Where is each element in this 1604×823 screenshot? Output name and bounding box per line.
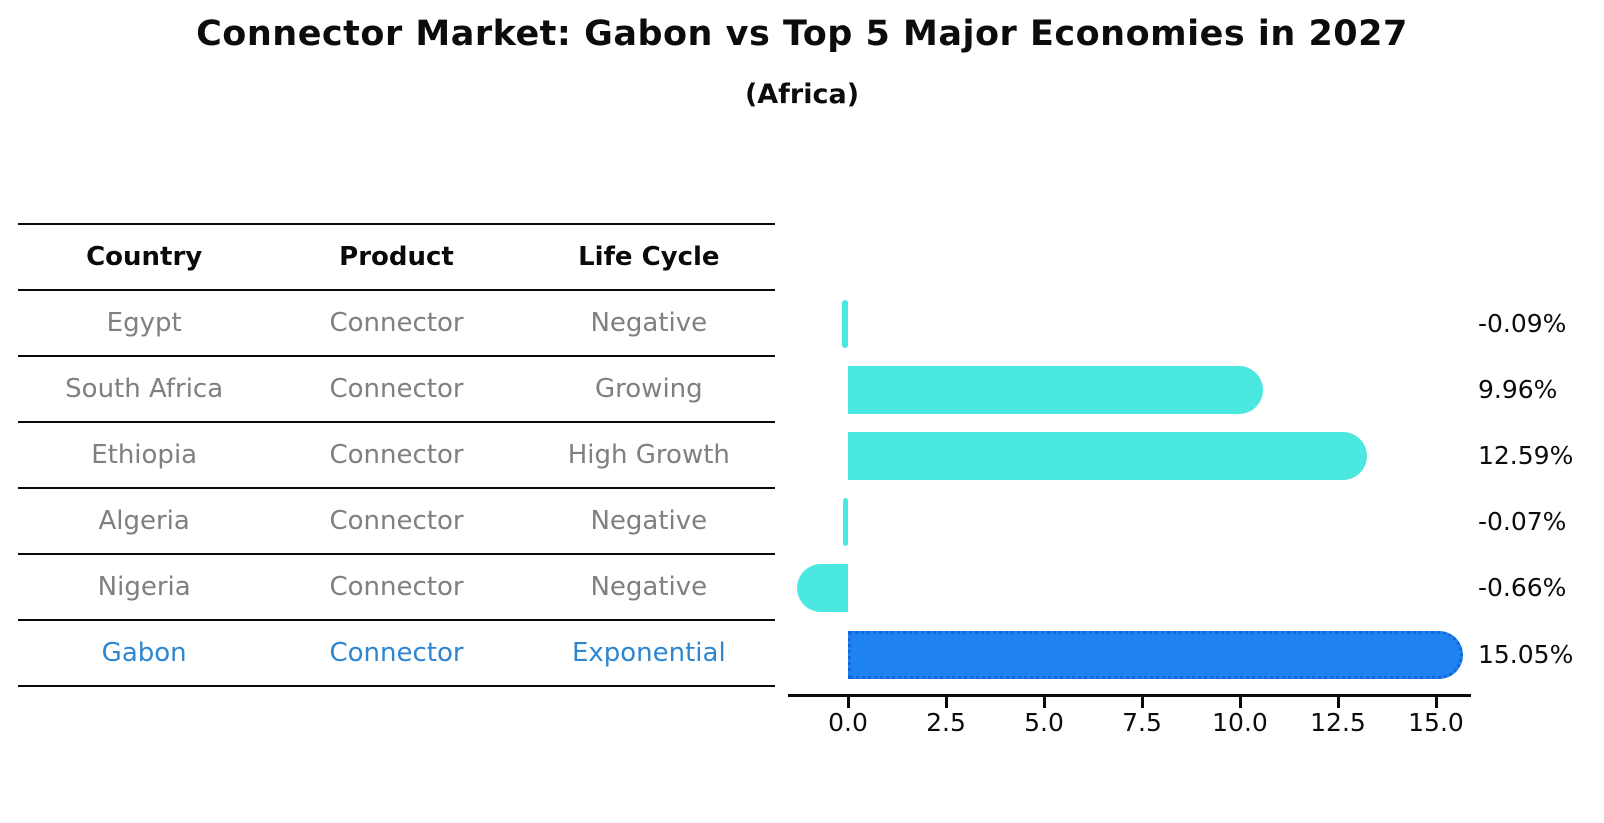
chart-subtitle: (Africa) — [744, 79, 860, 110]
bar-nigeria — [797, 564, 848, 613]
lifecycle-cell: Growing — [595, 374, 703, 404]
country-cell: Algeria — [98, 506, 190, 536]
product-cell: Connector — [329, 506, 464, 536]
table-row: South Africa Connector Growing — [18, 356, 775, 422]
x-tick — [1042, 697, 1046, 708]
table-row: Nigeria Connector Negative — [18, 554, 775, 620]
country-cell: Egypt — [106, 308, 182, 338]
x-axis-line — [788, 694, 1471, 697]
x-tick — [1140, 697, 1144, 708]
bar-value-label-nigeria: -0.66% — [1478, 573, 1567, 603]
x-tick — [1336, 697, 1340, 708]
country-cell: Gabon — [101, 638, 187, 668]
x-tick-label: 5.0 — [1024, 708, 1064, 737]
country-cell: Nigeria — [97, 572, 191, 602]
bar-egypt — [842, 299, 848, 348]
column-header-lifecycle: Life Cycle — [578, 242, 720, 272]
x-tick — [846, 697, 850, 708]
x-tick-label: 7.5 — [1122, 708, 1162, 737]
table-row: Egypt Connector Negative — [18, 290, 775, 356]
product-cell: Connector — [329, 440, 464, 470]
bar-value-label-gabon: 15.05% — [1478, 639, 1574, 669]
x-tick — [1238, 697, 1242, 708]
table-row: Algeria Connector Negative — [18, 488, 775, 554]
bar-ethiopia — [848, 431, 1367, 480]
bar-value-label-algeria: -0.07% — [1478, 507, 1567, 537]
x-tick-label: 12.5 — [1310, 708, 1366, 737]
bar-value-label-egypt: -0.09% — [1478, 308, 1567, 338]
table-row-highlighted: Gabon Connector Exponential — [18, 620, 775, 686]
x-tick-label: 10.0 — [1212, 708, 1268, 737]
table-row: Ethiopia Connector High Growth — [18, 422, 775, 488]
product-cell: Connector — [329, 638, 464, 668]
x-tick — [1434, 697, 1438, 708]
x-tick — [944, 697, 948, 708]
product-cell: Connector — [329, 374, 464, 404]
column-header-country: Country — [86, 242, 203, 272]
bar-south-africa — [848, 365, 1264, 414]
bar-value-label-ethiopia: 12.59% — [1478, 440, 1574, 470]
country-cell: South Africa — [65, 374, 224, 404]
x-tick-label: 0.0 — [828, 708, 868, 737]
bar-algeria — [843, 498, 848, 547]
product-cell: Connector — [329, 308, 464, 338]
x-tick-label: 2.5 — [926, 708, 966, 737]
x-tick-label: 15.0 — [1408, 708, 1464, 737]
country-cell: Ethiopia — [91, 440, 198, 470]
bar-gabon — [848, 630, 1463, 679]
lifecycle-cell: Negative — [590, 506, 708, 536]
column-header-product: Product — [339, 242, 454, 272]
lifecycle-cell: Negative — [590, 308, 708, 338]
lifecycle-cell: Exponential — [571, 638, 726, 668]
lifecycle-cell: High Growth — [567, 440, 730, 470]
chart-title: Connector Market: Gabon vs Top 5 Major E… — [196, 14, 1408, 54]
lifecycle-cell: Negative — [590, 572, 708, 602]
bar-value-label-south-africa: 9.96% — [1478, 374, 1558, 404]
product-cell: Connector — [329, 572, 464, 602]
comparison-table: Country Product Life Cycle Egypt Connect… — [18, 223, 775, 687]
table-header-row: Country Product Life Cycle — [18, 224, 775, 290]
